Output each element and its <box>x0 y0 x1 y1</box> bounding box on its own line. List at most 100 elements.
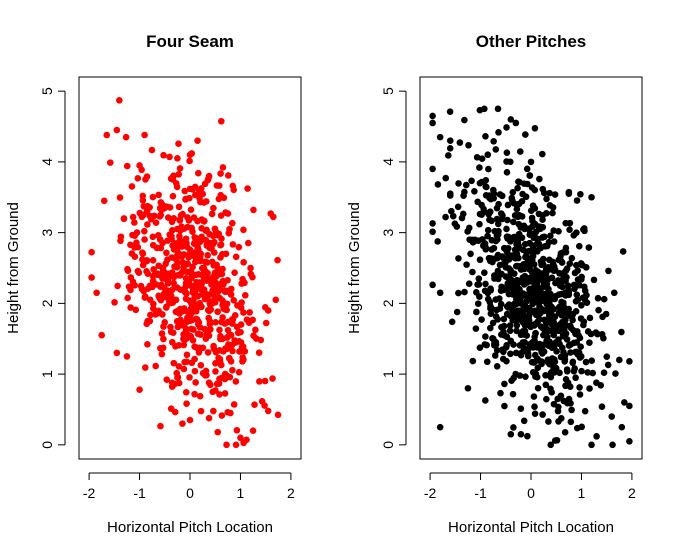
four-seam-point <box>175 379 183 387</box>
four-seam-point <box>215 380 223 387</box>
four-seam-point <box>175 171 183 178</box>
four-seam-point <box>199 369 207 377</box>
four-seam-point <box>143 320 150 328</box>
four-seam-point <box>134 174 142 182</box>
four-seam-point <box>237 339 245 346</box>
other-pitches-point <box>578 302 585 309</box>
other-pitches-point <box>507 430 515 438</box>
other-pitches-point <box>448 318 456 326</box>
four-seam-point <box>186 297 193 304</box>
other-pitches-point <box>543 195 550 203</box>
four-seam-point <box>156 236 164 243</box>
other-pitches-point <box>565 188 573 196</box>
four-seam-point <box>207 326 214 333</box>
four-seam-x-tick-label: 2 <box>287 485 295 501</box>
four-seam-point <box>235 368 243 376</box>
other-pitches-point <box>436 423 444 431</box>
other-pitches-point <box>512 236 520 244</box>
other-pitches-point <box>478 155 486 162</box>
four-seam-point <box>169 192 177 200</box>
four-seam-point <box>131 253 139 260</box>
four-seam-point <box>177 212 185 219</box>
four-seam-point <box>240 309 247 316</box>
other-pitches-point <box>595 306 602 314</box>
four-seam-point <box>141 131 148 139</box>
other-pitches-x-tick-label: 2 <box>628 485 636 501</box>
other-pitches-point <box>507 350 514 358</box>
other-pitches-point <box>569 310 577 318</box>
other-pitches-point <box>567 324 575 332</box>
other-pitches-point <box>561 305 569 313</box>
four-seam-point <box>93 289 100 297</box>
other-pitches-point <box>517 278 524 286</box>
other-pitches-point <box>514 307 521 315</box>
four-seam-point <box>155 262 163 270</box>
four-seam-title: Four Seam <box>146 32 234 51</box>
four-seam-point <box>180 320 187 328</box>
other-pitches-point <box>555 228 562 235</box>
four-seam-point <box>131 219 138 226</box>
other-pitches-y-tick-label: 4 <box>380 158 396 166</box>
four-seam-point <box>149 233 157 241</box>
other-pitches-point <box>505 245 512 252</box>
other-pitches-point <box>510 218 517 226</box>
four-seam-point <box>274 256 281 264</box>
other-pitches-point <box>593 433 600 440</box>
other-pitches-point <box>612 370 619 377</box>
other-pitches-point <box>585 244 593 251</box>
other-pitches-point <box>533 280 541 287</box>
other-pitches-point <box>500 348 507 356</box>
other-pitches-point <box>556 324 564 332</box>
four-seam-point <box>229 241 237 248</box>
other-pitches-point <box>503 233 511 240</box>
four-seam-point <box>171 263 178 270</box>
other-pitches-point <box>481 341 489 348</box>
other-pitches-point <box>532 329 539 337</box>
other-pitches-point <box>530 261 538 268</box>
other-pitches-point <box>539 185 547 193</box>
other-pitches-point <box>461 188 468 196</box>
other-pitches-point <box>504 216 511 224</box>
four-seam-point <box>241 348 249 355</box>
four-seam-point <box>240 439 247 447</box>
other-pitches-point <box>558 311 565 319</box>
other-pitches-point <box>513 327 520 335</box>
other-pitches-point <box>547 232 554 240</box>
four-seam-point <box>170 279 177 287</box>
other-pitches-point <box>465 224 473 232</box>
other-pitches-point <box>539 150 546 158</box>
other-pitches-point <box>562 321 569 329</box>
four-seam-point <box>218 412 226 419</box>
four-seam-point <box>156 213 164 220</box>
four-seam-point <box>116 194 124 201</box>
other-pitches-point <box>546 189 553 197</box>
four-seam-point <box>187 206 195 213</box>
other-pitches-point <box>608 413 616 420</box>
other-pitches-point <box>586 385 593 392</box>
other-pitches-point <box>529 300 536 308</box>
other-pitches-point <box>442 174 450 182</box>
other-pitches-point <box>538 261 545 269</box>
other-pitches-point <box>528 214 536 222</box>
other-pitches-point <box>482 280 489 288</box>
four-seam-point <box>229 320 236 327</box>
other-pitches-point <box>523 332 531 339</box>
four-seam-x-tick-label: 0 <box>186 485 194 501</box>
other-pitches-panel: Other Pitches Horizontal Pitch Location … <box>346 32 643 536</box>
four-seam-point <box>129 231 136 239</box>
four-seam-point <box>218 318 225 326</box>
four-seam-point <box>188 359 196 367</box>
four-seam-point <box>196 194 203 202</box>
four-seam-point <box>141 236 148 243</box>
four-seam-point <box>162 269 169 277</box>
four-seam-point <box>113 126 121 134</box>
other-pitches-point <box>509 390 517 398</box>
other-pitches-point <box>535 210 543 218</box>
other-pitches-point <box>534 319 541 326</box>
other-pitches-point <box>567 349 574 356</box>
four-seam-point <box>197 361 205 369</box>
other-pitches-point <box>504 201 512 209</box>
four-seam-point <box>157 422 164 430</box>
other-pitches-x-tick-label: 1 <box>578 485 586 501</box>
other-pitches-point <box>503 303 511 310</box>
